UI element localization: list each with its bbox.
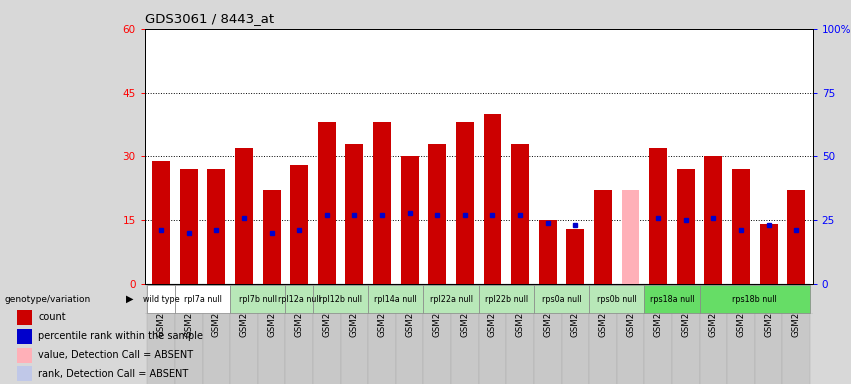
Text: rpl12b null: rpl12b null: [319, 295, 363, 303]
Bar: [17, 329, 32, 344]
Bar: [589, 285, 644, 313]
Bar: [231, 284, 258, 384]
Bar: [644, 285, 700, 313]
Bar: [424, 284, 451, 384]
Text: GDS3061 / 8443_at: GDS3061 / 8443_at: [145, 12, 274, 25]
Bar: [705, 156, 722, 284]
Text: rpl14a null: rpl14a null: [374, 295, 417, 303]
Bar: [594, 190, 612, 284]
Bar: [285, 285, 313, 313]
Bar: [424, 285, 478, 313]
Bar: [483, 114, 501, 284]
Bar: [727, 284, 755, 384]
Text: value, Detection Call = ABSENT: value, Detection Call = ABSENT: [38, 350, 193, 360]
Bar: [263, 190, 281, 284]
Bar: [566, 229, 585, 284]
Bar: [672, 284, 700, 384]
Text: rpl7a null: rpl7a null: [184, 295, 221, 303]
Bar: [396, 284, 424, 384]
Bar: [290, 165, 308, 284]
Bar: [700, 284, 727, 384]
Bar: [346, 144, 363, 284]
Bar: [534, 285, 589, 313]
Bar: [644, 284, 672, 384]
Text: rpl22a null: rpl22a null: [430, 295, 472, 303]
Bar: [147, 284, 175, 384]
Bar: [451, 284, 478, 384]
Bar: [787, 190, 805, 284]
Bar: [147, 285, 175, 313]
Bar: [649, 148, 667, 284]
Bar: [506, 284, 534, 384]
Bar: [340, 284, 368, 384]
Bar: [17, 366, 32, 381]
Bar: [755, 284, 782, 384]
Text: wild type: wild type: [143, 295, 180, 303]
Bar: [782, 284, 810, 384]
Text: percentile rank within the sample: percentile rank within the sample: [38, 331, 203, 341]
Bar: [368, 284, 396, 384]
Bar: [318, 122, 336, 284]
Bar: [175, 285, 231, 313]
Bar: [511, 144, 529, 284]
Bar: [285, 284, 313, 384]
Text: count: count: [38, 313, 66, 323]
Bar: [562, 284, 589, 384]
Text: rps0a null: rps0a null: [542, 295, 581, 303]
Bar: [313, 284, 340, 384]
Text: rank, Detection Call = ABSENT: rank, Detection Call = ABSENT: [38, 369, 189, 379]
Bar: [539, 220, 557, 284]
Bar: [428, 144, 446, 284]
Text: genotype/variation: genotype/variation: [4, 295, 90, 303]
Bar: [732, 169, 750, 284]
Bar: [175, 284, 203, 384]
Bar: [760, 225, 778, 284]
Bar: [677, 169, 694, 284]
Bar: [313, 285, 368, 313]
Text: rps18b null: rps18b null: [733, 295, 777, 303]
Text: rpl12a null: rpl12a null: [277, 295, 321, 303]
Bar: [235, 148, 253, 284]
Bar: [456, 122, 474, 284]
Bar: [700, 285, 810, 313]
Bar: [258, 284, 285, 384]
Bar: [534, 284, 562, 384]
Text: rpl7b null: rpl7b null: [239, 295, 277, 303]
Bar: [17, 310, 32, 325]
Text: rps18a null: rps18a null: [649, 295, 694, 303]
Bar: [203, 284, 231, 384]
Bar: [589, 284, 617, 384]
Text: rps0b null: rps0b null: [597, 295, 637, 303]
Bar: [621, 190, 639, 284]
Bar: [478, 284, 506, 384]
Bar: [231, 285, 285, 313]
Bar: [401, 156, 419, 284]
Bar: [617, 284, 644, 384]
Text: rpl22b null: rpl22b null: [485, 295, 528, 303]
Bar: [478, 285, 534, 313]
Bar: [373, 122, 391, 284]
Bar: [208, 169, 226, 284]
Bar: [368, 285, 424, 313]
Text: ▶: ▶: [126, 294, 134, 304]
Bar: [152, 161, 170, 284]
Bar: [17, 348, 32, 363]
Bar: [180, 169, 197, 284]
